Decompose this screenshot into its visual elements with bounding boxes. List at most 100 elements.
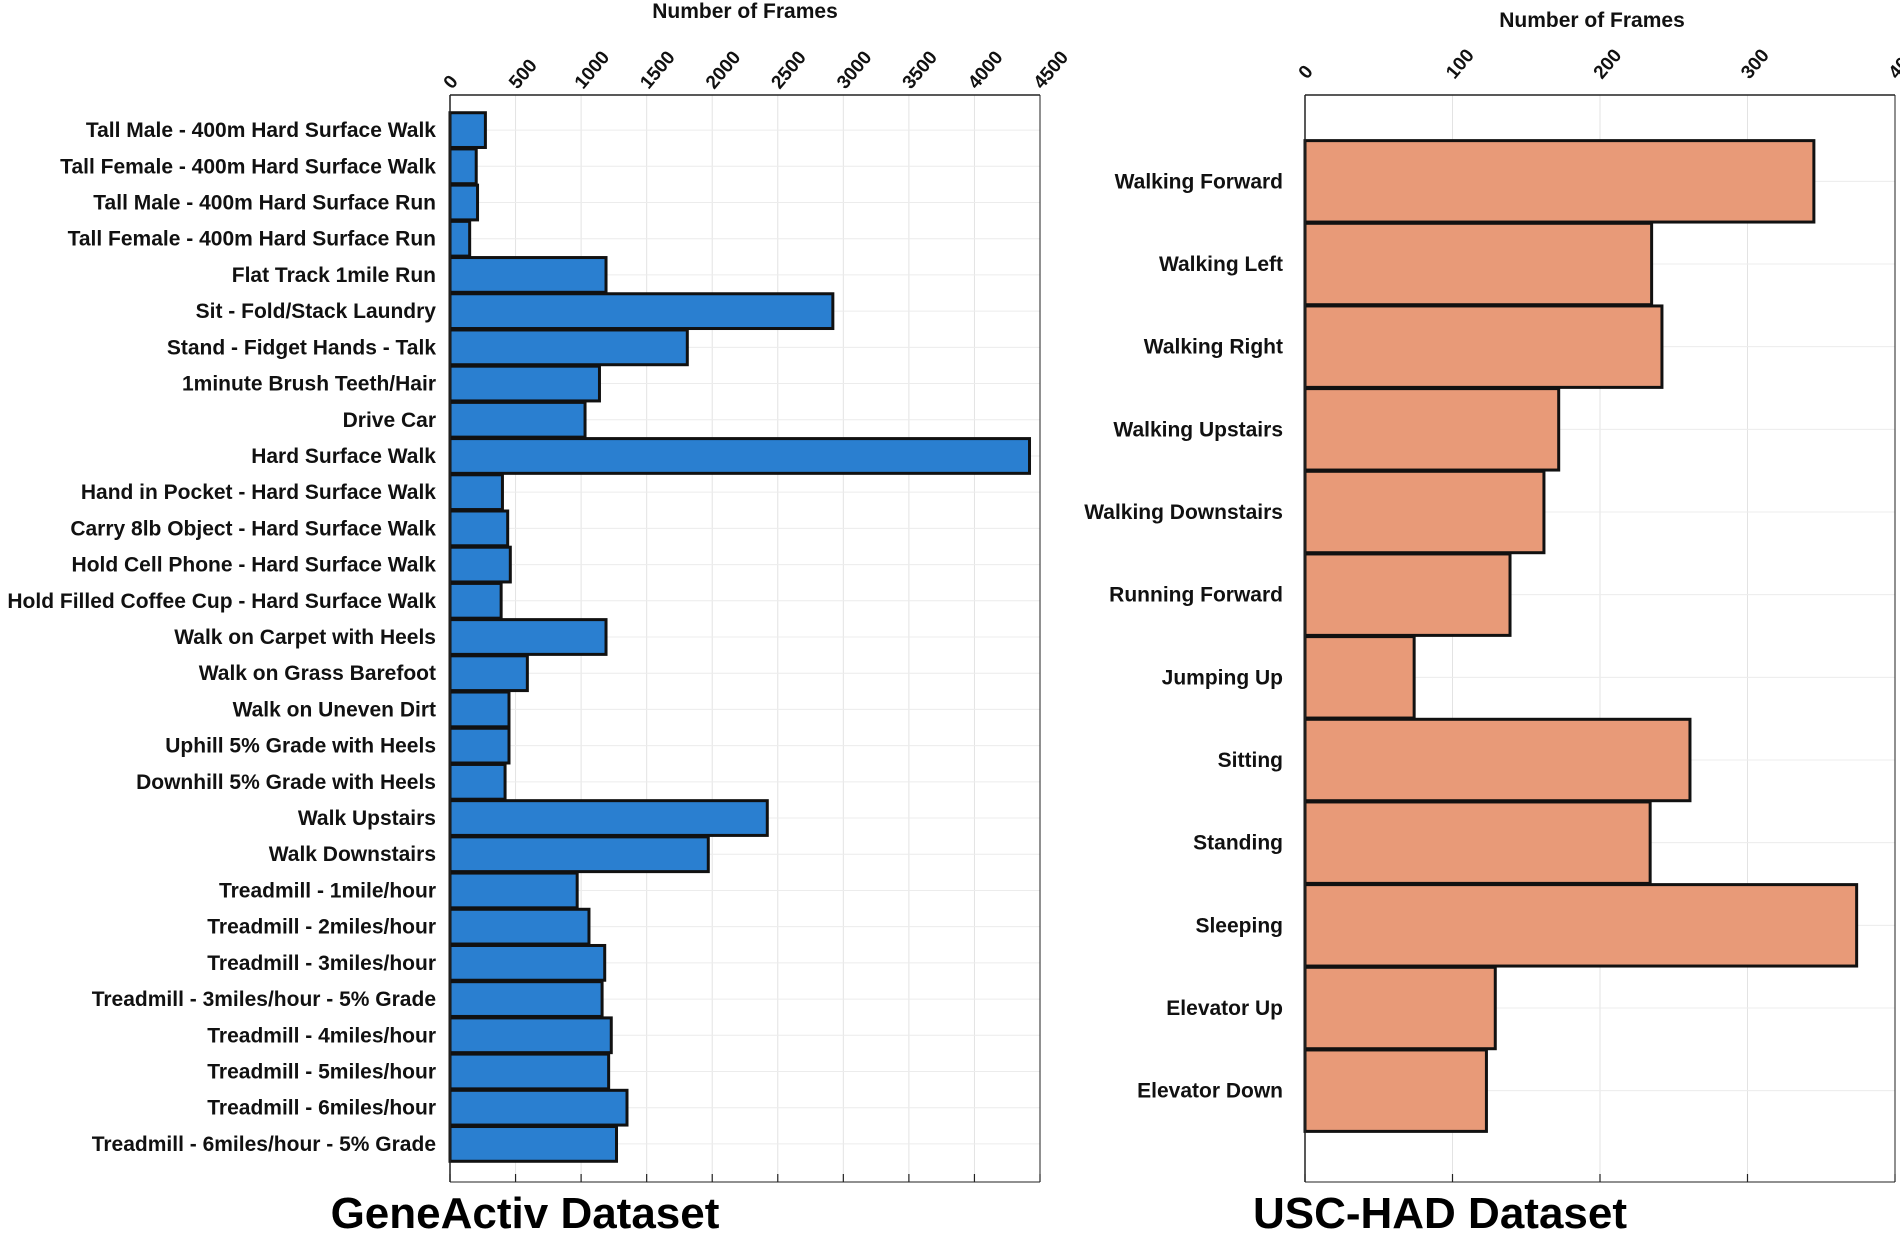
usc-had-bar-8 bbox=[1303, 800, 1652, 885]
x-tick-label: 0 bbox=[1295, 62, 1318, 84]
usc-had-bar-11 bbox=[1303, 1048, 1488, 1133]
geneactiv-category-label: Treadmill - 2miles/hour bbox=[207, 916, 436, 939]
geneactiv-bar-7 bbox=[448, 364, 601, 403]
geneactiv-category-label: Treadmill - 3miles/hour - 5% Grade bbox=[92, 988, 436, 1011]
geneactiv-bar-13 bbox=[448, 581, 503, 620]
geneactiv-bar-27 bbox=[448, 1088, 629, 1127]
geneactiv-category-label: Uphill 5% Grade with Heels bbox=[165, 735, 436, 758]
geneactiv-bar-16 bbox=[448, 690, 511, 729]
usc-had-bar-9 bbox=[1303, 883, 1859, 968]
geneactiv-category-label: Hold Cell Phone - Hard Surface Walk bbox=[72, 554, 437, 577]
usc-had-category-labels: Walking Forward Walking Left Walking Right… bbox=[1084, 170, 1283, 1102]
geneactiv-x-axis-title: Number of Frames bbox=[652, 0, 838, 23]
geneactiv-bar-22 bbox=[448, 907, 591, 946]
x-tick-label: 1000 bbox=[571, 47, 614, 93]
geneactiv-category-label: Treadmill - 6miles/hour bbox=[207, 1097, 436, 1120]
geneactiv-tick-labels: 0 500 1000 1500 2000 2500 3000 3500 4000 4500 bbox=[440, 47, 1073, 93]
x-tick-label: 100 bbox=[1442, 45, 1478, 83]
geneactiv-category-label: Walk on Carpet with Heels bbox=[174, 626, 436, 649]
x-tick-label: 0 bbox=[440, 72, 463, 94]
geneactiv-bar-8 bbox=[448, 400, 587, 439]
geneactiv-category-label: Treadmill - 1mile/hour bbox=[219, 879, 436, 902]
x-tick-label: 3000 bbox=[833, 47, 876, 93]
x-tick-label: 2000 bbox=[702, 47, 745, 93]
usc-had-bar-4 bbox=[1303, 469, 1546, 555]
geneactiv-bar-17 bbox=[448, 726, 511, 765]
geneactiv-bar-28 bbox=[448, 1125, 619, 1163]
usc-had-x-axis-title: Number of Frames bbox=[1499, 9, 1685, 32]
geneactiv-bar-20 bbox=[448, 835, 710, 874]
geneactiv-category-label: Drive Car bbox=[343, 409, 436, 432]
geneactiv-bars bbox=[448, 111, 1032, 1163]
geneactiv-category-label: Walk on Uneven Dirt bbox=[233, 698, 436, 721]
geneactiv-category-label: Sit - Fold/Stack Laundry bbox=[196, 300, 437, 323]
x-tick-label: 4000 bbox=[964, 47, 1007, 93]
usc-had-chart-title: USC-HAD Dataset bbox=[1253, 1189, 1627, 1234]
usc-had-category-label: Sleeping bbox=[1195, 914, 1283, 937]
geneactiv-bar-15 bbox=[448, 654, 529, 693]
geneactiv-category-label: Tall Male - 400m Hard Surface Run bbox=[93, 192, 436, 215]
geneactiv-category-label: Tall Female - 400m Hard Surface Run bbox=[68, 228, 436, 251]
usc-had-category-label: Elevator Up bbox=[1166, 997, 1283, 1020]
x-tick-label: 500 bbox=[505, 55, 541, 93]
usc-had-bar-6 bbox=[1303, 635, 1416, 720]
usc-had-axes bbox=[1304, 94, 1896, 1183]
geneactiv-chart: 0 500 1000 1500 2000 2500 3000 3500 4000 4500 Tal… bbox=[7, 0, 1073, 1234]
geneactiv-bar-26 bbox=[448, 1052, 611, 1091]
geneactiv-category-label: Tall Male - 400m Hard Surface Walk bbox=[86, 119, 436, 142]
geneactiv-category-label: Walk on Grass Barefoot bbox=[199, 662, 436, 685]
geneactiv-category-label: Downhill 5% Grade with Heels bbox=[136, 771, 436, 794]
geneactiv-chart-title: GeneActiv Dataset bbox=[331, 1189, 720, 1234]
geneactiv-bar-5 bbox=[448, 292, 835, 331]
geneactiv-bar-24 bbox=[448, 980, 604, 1018]
usc-had-bar-7 bbox=[1303, 717, 1692, 803]
usc-had-bar-10 bbox=[1303, 965, 1497, 1051]
usc-had-chart: 0 100 200 300 400 Walking Forward Walking Lef… bbox=[1084, 9, 1900, 1234]
x-tick-label: 4500 bbox=[1030, 47, 1073, 93]
geneactiv-bar-21 bbox=[448, 871, 579, 910]
geneactiv-category-label: Hold Filled Coffee Cup - Hard Surface Wa… bbox=[7, 590, 436, 613]
geneactiv-category-label: Treadmill - 5miles/hour bbox=[207, 1060, 436, 1083]
geneactiv-bar-1 bbox=[448, 147, 478, 186]
geneactiv-bar-2 bbox=[448, 183, 480, 222]
x-tick-label: 300 bbox=[1737, 45, 1773, 83]
usc-had-bar-1 bbox=[1303, 221, 1654, 307]
geneactiv-category-label: Tall Female - 400m Hard Surface Walk bbox=[60, 155, 436, 178]
geneactiv-bar-4 bbox=[448, 256, 608, 294]
geneactiv-category-label: Flat Track 1mile Run bbox=[232, 264, 436, 287]
geneactiv-bar-6 bbox=[448, 328, 689, 367]
geneactiv-category-label: Hard Surface Walk bbox=[251, 445, 436, 468]
geneactiv-category-label: Stand - Fidget Hands - Talk bbox=[167, 336, 436, 359]
geneactiv-bar-3 bbox=[448, 219, 472, 258]
usc-had-bar-0 bbox=[1303, 139, 1816, 224]
geneactiv-axes bbox=[449, 94, 1041, 1183]
usc-had-category-label: Running Forward bbox=[1109, 584, 1283, 607]
geneactiv-category-labels: Tall Male - 400m Hard Surface Walk Tall F… bbox=[7, 119, 436, 1156]
usc-had-bar-3 bbox=[1303, 387, 1561, 472]
geneactiv-category-label: Treadmill - 6miles/hour - 5% Grade bbox=[92, 1133, 436, 1156]
geneactiv-bar-25 bbox=[448, 1016, 613, 1055]
x-tick-label: 200 bbox=[1590, 45, 1626, 83]
usc-had-category-label: Elevator Down bbox=[1137, 1080, 1283, 1103]
geneactiv-bar-23 bbox=[448, 943, 607, 982]
geneactiv-category-label: Walk Upstairs bbox=[298, 807, 436, 830]
geneactiv-category-label: 1minute Brush Teeth/Hair bbox=[182, 373, 436, 396]
usc-had-category-label: Walking Downstairs bbox=[1084, 501, 1283, 524]
geneactiv-bar-10 bbox=[448, 473, 504, 512]
usc-had-tick-labels: 0 100 200 300 400 bbox=[1295, 45, 1900, 83]
geneactiv-bar-14 bbox=[448, 618, 608, 656]
geneactiv-category-label: Treadmill - 4miles/hour bbox=[207, 1024, 436, 1047]
geneactiv-category-label: Treadmill - 3miles/hour bbox=[207, 952, 436, 975]
usc-had-category-label: Sitting bbox=[1218, 749, 1283, 772]
usc-had-category-label: Walking Left bbox=[1159, 253, 1283, 276]
geneactiv-category-label: Carry 8lb Object - Hard Surface Walk bbox=[70, 517, 436, 540]
geneactiv-bar-19 bbox=[448, 799, 769, 837]
geneactiv-bar-18 bbox=[448, 762, 507, 801]
geneactiv-bar-11 bbox=[448, 509, 510, 548]
usc-had-category-label: Walking Right bbox=[1144, 336, 1283, 359]
usc-had-category-label: Walking Forward bbox=[1115, 170, 1283, 193]
geneactiv-category-label: Walk Downstairs bbox=[269, 843, 436, 866]
usc-had-category-label: Jumping Up bbox=[1162, 666, 1283, 689]
usc-had-bars bbox=[1303, 139, 1859, 1133]
